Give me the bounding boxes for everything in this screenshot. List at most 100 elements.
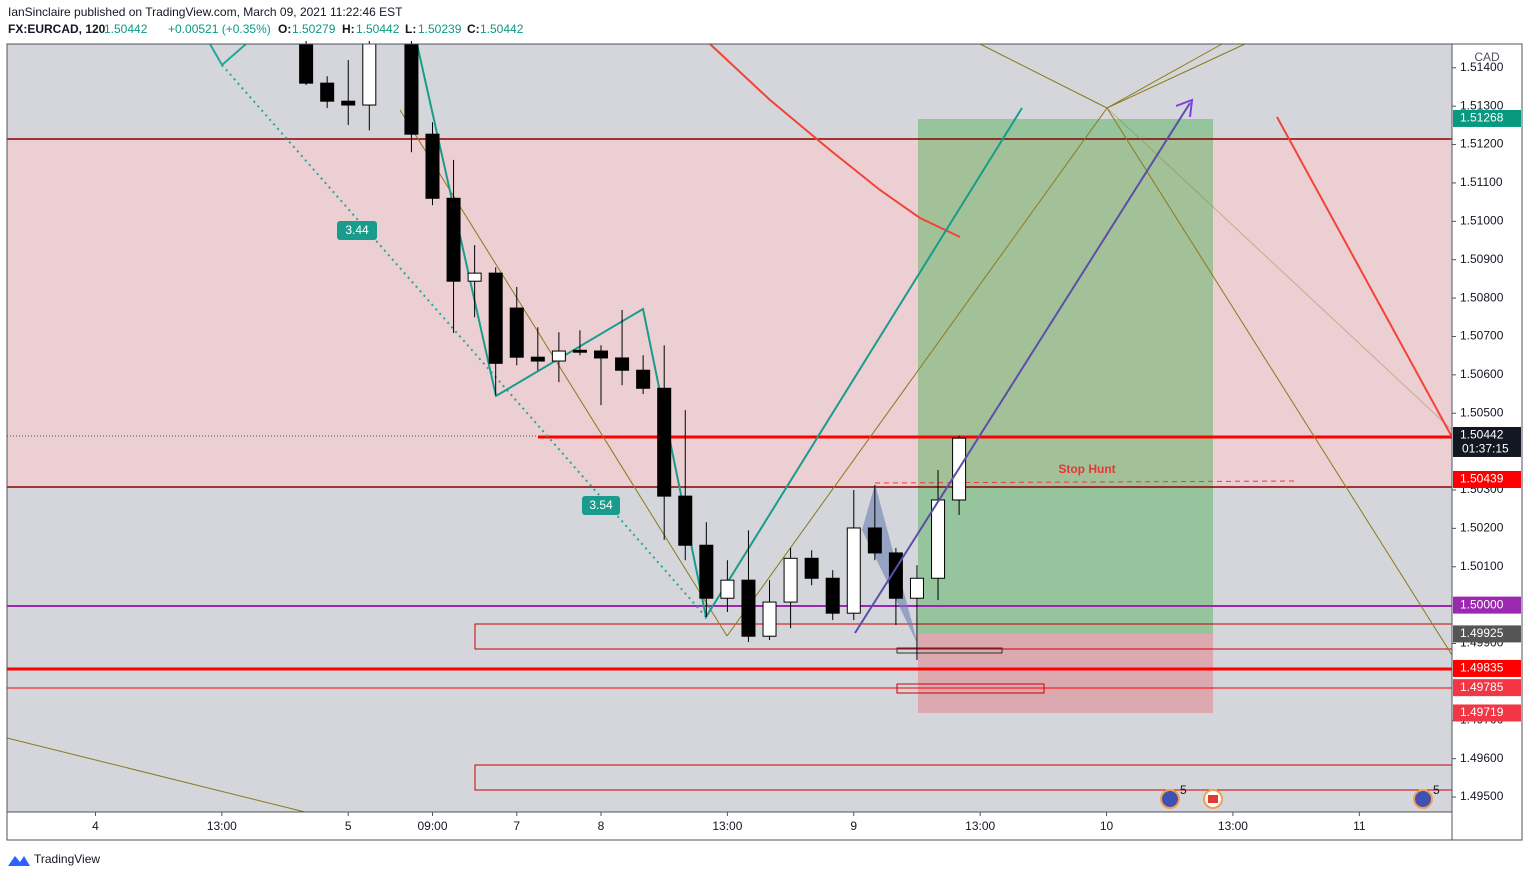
candle-body: [488, 272, 503, 364]
trend-line: [1106, 43, 1246, 109]
price-label: 1.50439: [1460, 472, 1504, 486]
x-tick-label: 5: [345, 819, 352, 833]
annotation: 3.44: [345, 223, 369, 237]
y-tick-label: 1.50900: [1460, 252, 1504, 266]
o: 1.50279: [292, 22, 336, 36]
candle-body: [741, 579, 756, 637]
price-label: 1.49719: [1460, 705, 1504, 719]
candle-body: [804, 557, 819, 579]
y-tick-label: 1.51000: [1460, 213, 1504, 227]
candle-body: [909, 577, 924, 599]
dashed-line: [874, 480, 1299, 484]
y-tick-label: 1.49500: [1460, 789, 1504, 803]
target-zone: [918, 119, 1213, 634]
trend-line: [399, 109, 728, 637]
price-label-box: [1453, 470, 1521, 488]
trend-line: [1106, 43, 1223, 109]
box: [896, 647, 1003, 654]
x-tick-label: 8: [598, 819, 605, 833]
x-tick-label: 09:00: [417, 819, 447, 833]
y-tick-label: 1.50100: [1460, 559, 1504, 573]
price-label-box: [1453, 426, 1521, 457]
candle-body: [720, 579, 735, 599]
candle-body: [530, 356, 545, 362]
x-tick-label: 13:00: [207, 819, 237, 833]
event-icon: [1413, 789, 1433, 809]
price-label: 1.49785: [1460, 680, 1504, 694]
candle-body: [467, 272, 482, 282]
y-tick-label: 1.49600: [1460, 751, 1504, 765]
price-label: 1.50000: [1460, 597, 1504, 611]
countdown: 01:37:15: [1462, 442, 1509, 456]
candle-body: [320, 82, 335, 102]
price-label: 1.49835: [1460, 661, 1504, 675]
candle-body: [425, 133, 440, 199]
flag: [1208, 795, 1218, 803]
price-label-box: [1453, 659, 1521, 677]
candle-body: [636, 369, 651, 389]
candle-body: [299, 43, 314, 84]
trend-line: [1106, 107, 1453, 431]
y-tick-label: 1.50200: [1460, 521, 1504, 535]
x-tick-label: 13:00: [965, 819, 995, 833]
symbol: FX:EURCAD, 120: [8, 22, 106, 36]
price-label: 1.50442: [1460, 428, 1504, 442]
candle-body: [825, 577, 840, 614]
candle-body: [594, 350, 609, 359]
publisher: IanSinclaire published on TradingView.co…: [8, 5, 403, 19]
candle-body: [362, 43, 377, 106]
candle-body: [867, 527, 882, 554]
annotation-box: [582, 496, 620, 515]
price-label-box: [1453, 109, 1521, 127]
candle-body: [509, 307, 524, 358]
annotation-box: [337, 221, 377, 240]
candles: [299, 40, 967, 661]
moving-average: [709, 43, 961, 238]
event-badge: 5: [1433, 783, 1440, 797]
candle-body: [341, 100, 356, 106]
axis-labels: 1.495001.496001.497001.499001.501001.502…: [92, 60, 1521, 833]
logo: [8, 856, 30, 866]
pitchfork-lines: [6, 43, 1453, 813]
last: 1.50442: [104, 22, 148, 36]
plot-border: [6, 43, 1453, 813]
footer: TradingView: [8, 852, 100, 866]
trend-line: [979, 43, 1108, 109]
arrow: [854, 102, 1191, 634]
y-tick-label: 1.51400: [1460, 60, 1504, 74]
price-label: 1.51268: [1460, 111, 1504, 125]
retracement-line: [221, 64, 707, 618]
candle-body: [615, 357, 630, 371]
supply-zone: [7, 139, 1452, 487]
c: 1.50442: [480, 22, 524, 36]
y-tick-label: 1.50800: [1460, 290, 1504, 304]
candle-body: [678, 495, 693, 546]
event-icon: [1160, 789, 1180, 809]
c-label: C:: [467, 22, 480, 36]
candle-body: [931, 499, 946, 579]
o-label: O:: [278, 22, 291, 36]
y-tick-label: 1.50600: [1460, 367, 1504, 381]
trend-line: [1276, 116, 1453, 438]
zigzag: [209, 43, 247, 67]
change: +0.00521 (+0.35%): [168, 22, 271, 36]
x-tick-label: 9: [850, 819, 857, 833]
y-tick-label: 1.50700: [1460, 329, 1504, 343]
candle-body: [446, 197, 461, 282]
candle-body: [551, 350, 566, 362]
box: [896, 683, 1045, 694]
candle-body: [846, 527, 861, 614]
candle-body: [762, 601, 777, 637]
candle-body: [572, 349, 587, 353]
currency: CAD: [1474, 50, 1500, 64]
h-label: H:: [342, 22, 355, 36]
x-tick-label: 7: [513, 819, 520, 833]
candle-body: [657, 387, 672, 497]
h: 1.50442: [356, 22, 400, 36]
y-tick-label: 1.51300: [1460, 98, 1504, 112]
x-tick-label: 4: [92, 819, 99, 833]
x-tick-label: 11: [1353, 819, 1366, 833]
annotation: Stop Hunt: [1058, 462, 1115, 476]
price-label-box: [1453, 625, 1521, 643]
